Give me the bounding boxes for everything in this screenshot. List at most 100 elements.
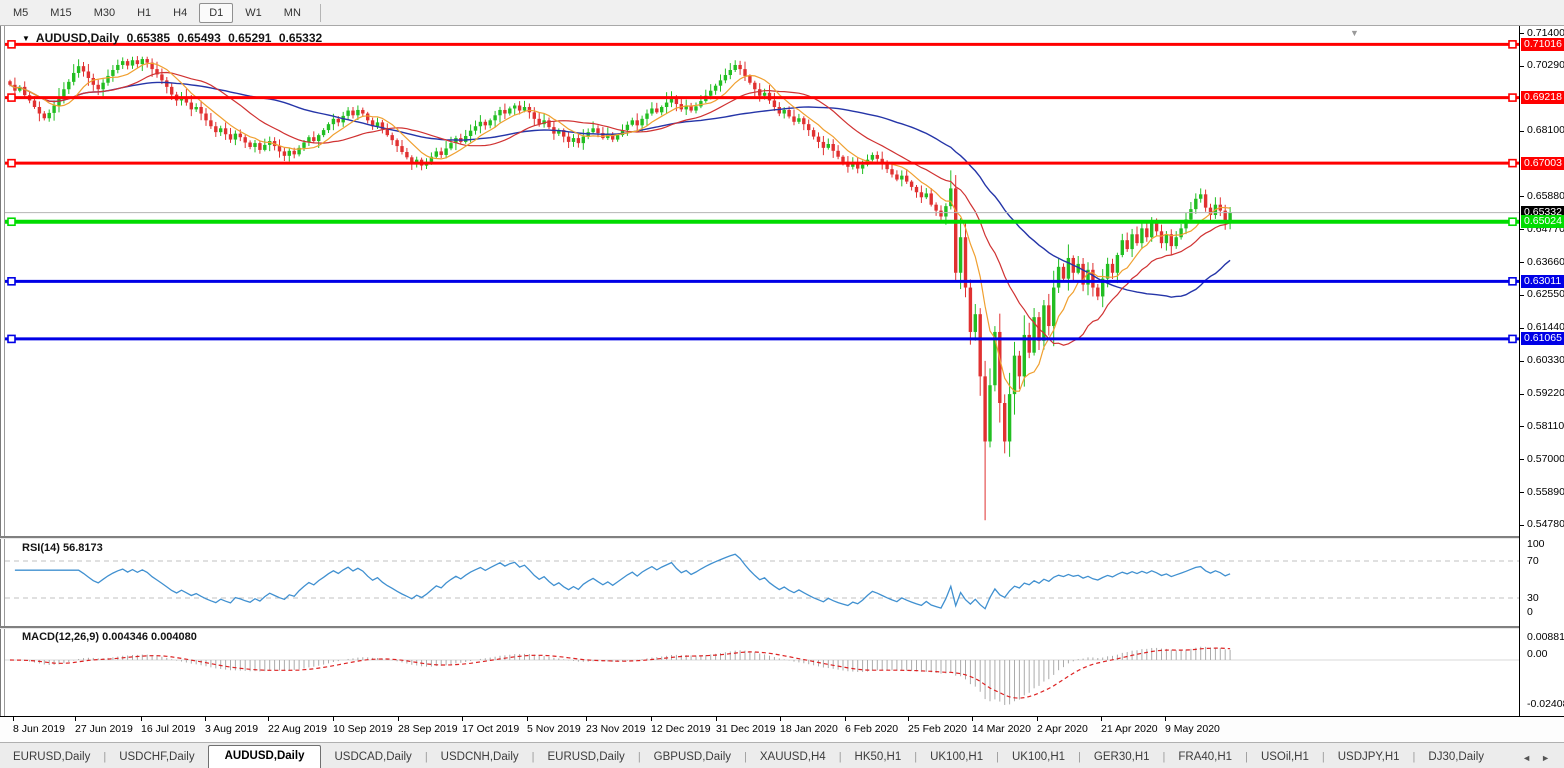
date-label: 16 Jul 2019 bbox=[141, 723, 196, 735]
rsi-indicator-panel[interactable] bbox=[5, 539, 1519, 626]
chart-tab-ger30-h1[interactable]: GER30,H1 bbox=[1093, 751, 1150, 763]
hline-handle[interactable] bbox=[7, 277, 16, 286]
timeframe-button-mn[interactable]: MN bbox=[283, 6, 301, 19]
ohlc-close: 0.65332 bbox=[278, 31, 323, 45]
chart-title: ▼ AUDUSD,Daily 0.65385 0.65493 0.65291 0.… bbox=[22, 31, 326, 45]
hline-handle[interactable] bbox=[7, 40, 16, 49]
macd-indicator-panel[interactable] bbox=[5, 629, 1519, 716]
timeframe-button-h1[interactable]: H1 bbox=[137, 6, 152, 19]
tab-scroll-left-icon[interactable]: ◄ bbox=[1522, 753, 1532, 763]
main-price-chart[interactable] bbox=[5, 26, 1519, 536]
chart-tab-gbpusd-daily[interactable]: GBPUSD,Daily bbox=[653, 751, 731, 763]
hline-0.61065[interactable] bbox=[5, 334, 1519, 344]
price-line-label-0.65024: 0.65024 bbox=[1521, 215, 1564, 229]
date-label: 23 Nov 2019 bbox=[586, 723, 646, 735]
hline-handle[interactable] bbox=[1508, 93, 1517, 102]
date-tick-mark bbox=[651, 717, 652, 721]
hline-handle[interactable] bbox=[1508, 40, 1517, 49]
chart-tab-eurusd-daily[interactable]: EURUSD,Daily bbox=[13, 751, 91, 763]
chart-tab-usdchf-daily[interactable]: USDCHF,Daily bbox=[119, 751, 195, 763]
tab-separator: | bbox=[996, 751, 999, 763]
tab-scroll-right-icon[interactable]: ► bbox=[1541, 753, 1550, 763]
ohlc-high: 0.65493 bbox=[177, 31, 221, 45]
date-tick-mark bbox=[1101, 717, 1102, 721]
chart-tab-hk50-h1[interactable]: HK50,H1 bbox=[854, 751, 902, 763]
chart-shift-marker-icon[interactable]: ▼ bbox=[1350, 28, 1359, 38]
date-label: 12 Dec 2019 bbox=[651, 723, 711, 735]
tab-separator: | bbox=[1078, 751, 1081, 763]
price-line-label-0.61065: 0.61065 bbox=[1521, 332, 1564, 346]
hline-handle[interactable] bbox=[1508, 277, 1517, 286]
chart-tab-uk100-h1[interactable]: UK100,H1 bbox=[1012, 751, 1066, 763]
hline-handle[interactable] bbox=[7, 334, 16, 344]
hline-handle[interactable] bbox=[1508, 334, 1517, 344]
chart-tab-usdcnh-daily[interactable]: USDCNH,Daily bbox=[440, 751, 519, 763]
date-tick-mark bbox=[1037, 717, 1038, 721]
date-tick-mark bbox=[716, 717, 717, 721]
date-label: 31 Dec 2019 bbox=[716, 723, 776, 735]
price-tick-mark bbox=[1520, 33, 1524, 34]
price-tick-label: 0.58110 bbox=[1527, 419, 1564, 432]
rsi-axis-label: 100 bbox=[1527, 538, 1545, 550]
price-axis[interactable]: 0.71400 0.70290 0.68100 0.65880 0.64770 0.636… bbox=[1519, 26, 1564, 716]
chart-tab-usoil-h1[interactable]: USOil,H1 bbox=[1260, 751, 1309, 763]
date-tick-mark bbox=[141, 717, 142, 721]
timeframe-button-d1[interactable]: D1 bbox=[199, 2, 234, 23]
date-label: 10 Sep 2019 bbox=[333, 723, 393, 735]
timeframe-button-m5[interactable]: M5 bbox=[13, 6, 29, 19]
date-label: 27 Jun 2019 bbox=[75, 723, 133, 735]
hline-0.67003[interactable] bbox=[5, 158, 1519, 168]
chart-dropdown-icon[interactable]: ▼ bbox=[22, 34, 30, 43]
date-label: 18 Jan 2020 bbox=[780, 723, 838, 735]
price-tick-mark bbox=[1520, 196, 1524, 198]
ohlc-open: 0.65385 bbox=[126, 31, 171, 45]
price-tick-label: 0.59220 bbox=[1527, 387, 1564, 400]
hline-0.69218[interactable] bbox=[5, 93, 1519, 102]
chart-tab-dj30-daily[interactable]: DJ30,Daily bbox=[1428, 751, 1484, 763]
tab-separator: | bbox=[637, 751, 641, 763]
hline-0.71016[interactable] bbox=[5, 40, 1519, 49]
hline-handle[interactable] bbox=[7, 217, 16, 227]
price-tick-label: 0.71400 bbox=[1527, 26, 1564, 39]
timeframe-button-m15[interactable]: M15 bbox=[50, 6, 72, 19]
panel-divider-1[interactable] bbox=[0, 536, 1519, 539]
price-tick-mark bbox=[1520, 459, 1524, 461]
date-label: 14 Mar 2020 bbox=[972, 723, 1031, 735]
tab-separator: | bbox=[424, 751, 428, 763]
panel-divider-2[interactable] bbox=[0, 626, 1519, 629]
tab-separator: | bbox=[838, 751, 842, 763]
hline-0.63011[interactable] bbox=[5, 277, 1519, 286]
hline-handle[interactable] bbox=[1508, 217, 1517, 227]
date-tick-mark bbox=[398, 717, 399, 721]
price-tick-label: 0.57000 bbox=[1527, 452, 1564, 465]
date-axis[interactable]: 8 Jun 2019 27 Jun 2019 16 Jul 2019 3 Aug 20… bbox=[0, 716, 1564, 742]
chart-tab-eurusd-daily[interactable]: EURUSD,Daily bbox=[547, 751, 625, 763]
hline-0.65024[interactable] bbox=[5, 217, 1519, 227]
date-tick-mark bbox=[972, 717, 973, 721]
chart-tab-uk100-h1[interactable]: UK100,H1 bbox=[930, 751, 984, 763]
hline-handle[interactable] bbox=[1508, 158, 1517, 168]
hline-handle[interactable] bbox=[7, 93, 16, 102]
chart-tab-audusd-daily[interactable]: AUDUSD,Daily bbox=[207, 745, 322, 768]
timeframe-toolbar: M5 M15 M30 H1 H4 D1 W1 MN bbox=[0, 0, 1564, 26]
chart-tab-xauusd-h4[interactable]: XAUUSD,H4 bbox=[759, 751, 826, 763]
price-line-label-0.63011: 0.63011 bbox=[1521, 274, 1564, 288]
macd-signal-line bbox=[9, 647, 1231, 699]
timeframe-button-m30[interactable]: M30 bbox=[93, 6, 116, 19]
tab-separator: | bbox=[531, 751, 535, 763]
hline-handle[interactable] bbox=[7, 158, 16, 168]
chart-tab-usdjpy-h1[interactable]: USDJPY,H1 bbox=[1337, 751, 1400, 763]
price-tick-mark bbox=[1520, 294, 1524, 296]
date-label: 22 Aug 2019 bbox=[268, 723, 327, 735]
timeframe-button-w1[interactable]: W1 bbox=[245, 6, 262, 19]
date-label: 3 Aug 2019 bbox=[205, 723, 259, 735]
timeframe-button-h4[interactable]: H4 bbox=[173, 6, 188, 19]
chart-tab-usdcad-daily[interactable]: USDCAD,Daily bbox=[334, 751, 412, 763]
chart-tab-fra40-h1[interactable]: FRA40,H1 bbox=[1178, 751, 1233, 763]
ohlc-low: 0.65291 bbox=[228, 31, 272, 45]
price-tick-label: 0.60330 bbox=[1527, 354, 1564, 367]
price-tick-label: 0.54780 bbox=[1527, 518, 1564, 531]
date-tick-mark bbox=[1165, 717, 1166, 721]
macd-axis-label: 0.00 bbox=[1527, 648, 1548, 660]
